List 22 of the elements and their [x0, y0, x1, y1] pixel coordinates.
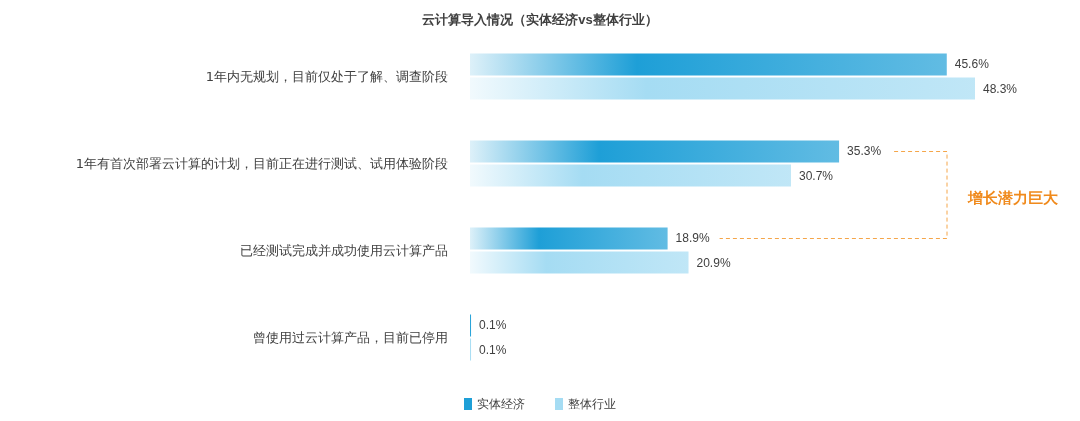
data-label: 20.9%: [696, 255, 731, 270]
data-label: 30.7%: [798, 168, 834, 183]
data-label: 48.3%: [983, 81, 1018, 96]
annotation: 增长潜力巨大: [967, 189, 1059, 206]
bar: [470, 251, 689, 274]
data-label: 35.3%: [847, 144, 882, 159]
legend-label: 实体经济: [477, 397, 525, 411]
y-tick-label: 1年内无规划，目前仅处于了解、调查阶段: [205, 69, 448, 84]
bar: [470, 53, 947, 76]
bar: [470, 227, 668, 250]
bar: [470, 164, 791, 187]
y-tick-label: 曾使用过云计算产品，目前已停用: [253, 330, 448, 345]
chart-title: 云计算导入情况（实体经济vs整体行业）: [422, 12, 658, 27]
y-tick-label: 1年有首次部署云计算的计划，目前正在进行测试、试用体验阶段: [75, 156, 448, 171]
bar: [470, 77, 975, 100]
data-label: 0.1%: [479, 318, 507, 333]
data-label: 0.1%: [479, 342, 507, 357]
data-label: 45.6%: [954, 57, 990, 72]
y-tick-label: 已经测试完成并成功使用云计算产品: [240, 243, 448, 258]
bar: [470, 140, 840, 163]
legend-label: 整体行业: [568, 397, 616, 411]
data-label: 18.9%: [675, 231, 710, 246]
